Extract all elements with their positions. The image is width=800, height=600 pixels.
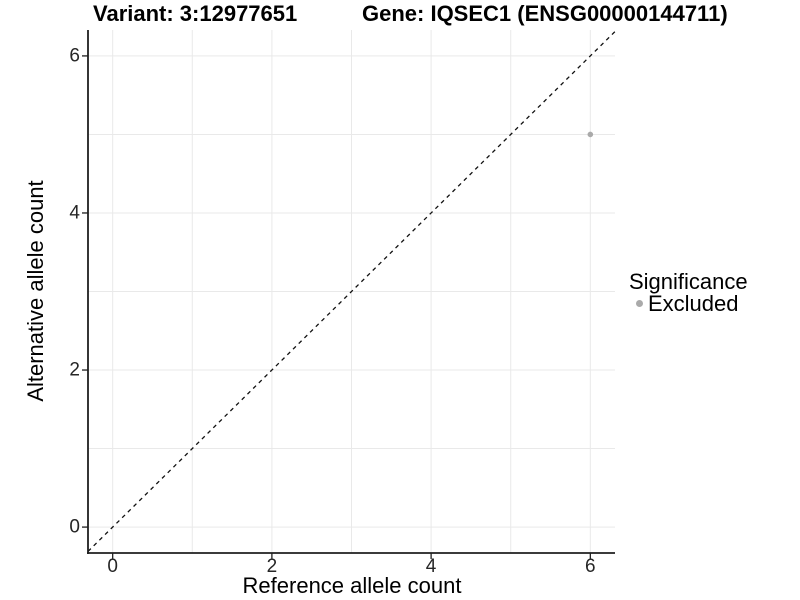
- x-axis-title: Reference allele count: [242, 573, 462, 598]
- y-tick-label: 4: [69, 202, 80, 224]
- x-tick-label: 0: [107, 556, 118, 577]
- y-tick-label: 6: [69, 45, 80, 67]
- legend-item-label: Excluded: [648, 291, 739, 316]
- x-tick-label: 6: [585, 556, 596, 577]
- y-tick-label: 0: [69, 516, 80, 538]
- legend-title: Significance: [629, 269, 748, 294]
- legend-item-excluded: Excluded: [629, 291, 789, 317]
- x-tick-label: 2: [266, 556, 278, 577]
- legend: Significance Excluded: [629, 271, 789, 327]
- y-tick-label: 2: [69, 359, 80, 381]
- plot-title-gene: Gene: IQSEC1 (ENSG00000144711): [362, 1, 728, 26]
- legend-key-dot: [636, 300, 643, 307]
- x-tick-label: 4: [425, 556, 437, 577]
- plot-title-variant: Variant: 3:12977651: [93, 1, 298, 26]
- data-point: [587, 131, 594, 138]
- identity-dashed-line: [87, 31, 616, 552]
- y-axis-title: Alternative allele count: [23, 180, 48, 402]
